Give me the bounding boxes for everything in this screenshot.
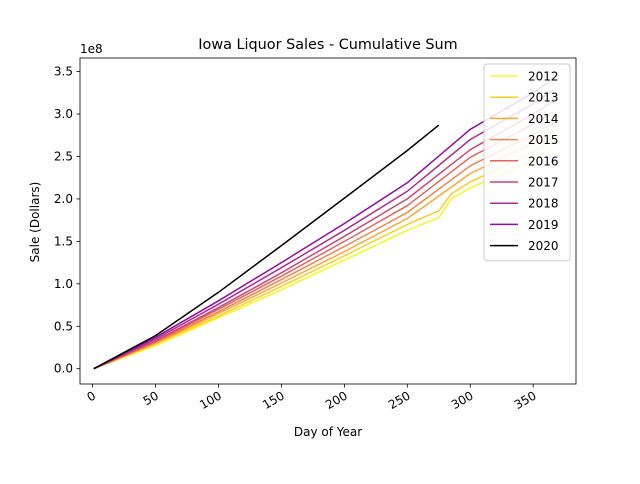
legend-label-2018: 2018: [528, 197, 559, 211]
x-tick-label: 100: [197, 388, 224, 412]
y-axis-label: Sale (Dollars): [28, 182, 42, 263]
y-tick-label: 3.0: [54, 107, 73, 121]
x-tick-label: 150: [260, 388, 287, 412]
series-line-2020: [93, 124, 440, 370]
y-tick-label: 1.0: [54, 277, 73, 291]
x-tick-label: 250: [386, 388, 413, 412]
legend-label-2013: 2013: [528, 91, 559, 105]
x-tick-label: 50: [141, 388, 161, 408]
x-tick-label: 200: [323, 388, 350, 412]
legend-label-2015: 2015: [528, 133, 559, 147]
x-tick-label: 300: [449, 388, 476, 412]
legend-label-2014: 2014: [528, 112, 559, 126]
y-tick-label: 1.5: [54, 234, 73, 248]
x-tick-label: 0: [84, 388, 98, 404]
legend-label-2020: 2020: [528, 239, 559, 253]
y-tick-label: 2.0: [54, 192, 73, 206]
legend: 2012 2013 2014 2015 2016 2017 2018 2019 2020: [483, 63, 571, 262]
legend-box: [483, 63, 571, 262]
plot-frame: [79, 57, 577, 385]
y-axis-offset-label: 1e8: [80, 42, 103, 56]
x-axis-label: Day of Year: [294, 425, 362, 439]
x-tick-label: 350: [512, 388, 539, 412]
chart-title: Iowa Liquor Sales - Cumulative Sum: [198, 37, 457, 53]
legend-label-2012: 2012: [528, 70, 559, 84]
legend-label-2016: 2016: [528, 154, 559, 168]
y-tick-label: 0.0: [54, 362, 73, 376]
y-tick-label: 0.5: [54, 319, 73, 333]
legend-label-2019: 2019: [528, 218, 559, 232]
y-tick-label: 3.5: [54, 65, 73, 79]
series-lines: [93, 77, 554, 370]
y-tick-label: 2.5: [54, 149, 73, 163]
legend-label-2017: 2017: [528, 176, 559, 190]
